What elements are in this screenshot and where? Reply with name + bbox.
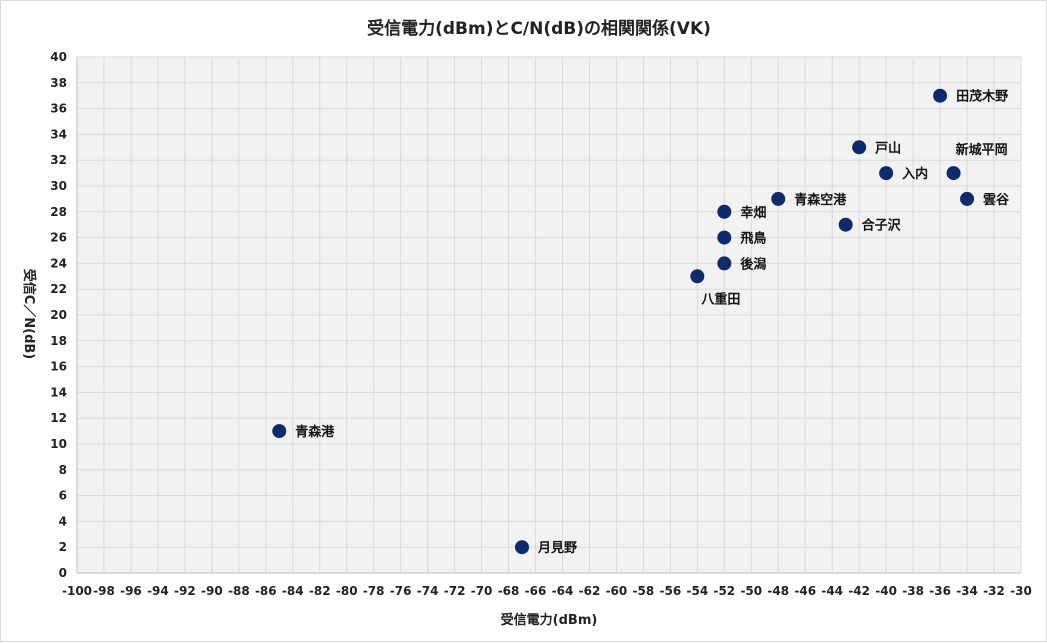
data-point-label: 戸山 [875, 140, 901, 156]
x-axis-ticks: -100 -98 -96 -94 -92 -90 -88 -86 -84 -82 -80 -78 -76… [62, 584, 1032, 598]
x-tick-label: -82 [309, 584, 331, 598]
x-tick-label: -44 [821, 584, 843, 598]
y-tick-label: 10 [50, 437, 67, 451]
y-tick-label: 38 [50, 76, 67, 90]
x-tick-label: -84 [282, 584, 304, 598]
x-tick-label: -86 [255, 584, 277, 598]
x-tick-label: -34 [956, 584, 978, 598]
x-tick-label: -72 [444, 584, 466, 598]
y-tick-label: 34 [50, 127, 67, 141]
y-tick-label: 30 [50, 179, 67, 193]
x-tick-label: -100 [62, 584, 92, 598]
x-tick-label: -54 [686, 584, 708, 598]
y-tick-label: 6 [59, 489, 67, 503]
y-tick-label: 16 [50, 360, 67, 374]
x-tick-label: -30 [1010, 584, 1032, 598]
x-tick-label: -66 [525, 584, 547, 598]
y-tick-label: 32 [50, 153, 67, 167]
x-axis-label: 受信電力(dBm) [501, 612, 598, 628]
x-tick-label: -76 [390, 584, 412, 598]
x-tick-label: -40 [875, 584, 897, 598]
y-tick-label: 0 [59, 566, 67, 580]
data-point [272, 424, 287, 439]
y-tick-label: 14 [50, 385, 67, 399]
data-point [838, 217, 853, 232]
x-tick-label: -56 [660, 584, 682, 598]
y-tick-label: 2 [59, 540, 67, 554]
x-tick-label: -42 [848, 584, 870, 598]
data-point-label: 青森空港 [794, 192, 847, 208]
data-point [717, 230, 732, 245]
data-point-label: 幸畑 [740, 205, 766, 221]
data-point-label: 月見野 [537, 541, 577, 556]
data-point [717, 204, 732, 219]
data-point [960, 191, 975, 206]
data-point [946, 166, 961, 181]
x-tick-label: -48 [767, 584, 789, 598]
y-tick-label: 26 [50, 231, 67, 245]
x-tick-label: -36 [929, 584, 951, 598]
data-point [852, 140, 867, 155]
data-point-label: 青森港 [295, 424, 335, 440]
y-tick-label: 24 [50, 256, 67, 270]
data-point-label: 新城平岡 [956, 142, 1008, 158]
data-point [690, 269, 705, 284]
y-tick-label: 28 [50, 205, 67, 219]
x-tick-label: -92 [174, 584, 196, 598]
data-point [771, 191, 786, 206]
data-point [515, 540, 530, 555]
y-tick-label: 22 [50, 282, 67, 296]
y-tick-label: 40 [50, 50, 67, 64]
x-tick-label: -96 [120, 584, 142, 598]
x-tick-label: -90 [201, 584, 223, 598]
data-point-label: 飛鳥 [739, 231, 766, 247]
x-tick-label: -78 [363, 584, 385, 598]
x-tick-label: -80 [336, 584, 358, 598]
x-tick-label: -58 [633, 584, 655, 598]
data-point [933, 88, 948, 103]
data-point [717, 256, 732, 271]
y-tick-label: 36 [50, 102, 67, 116]
data-point [879, 166, 894, 181]
x-tick-label: -88 [228, 584, 250, 598]
x-tick-label: -38 [902, 584, 924, 598]
x-tick-label: -62 [579, 584, 601, 598]
data-point-label: 八重田 [700, 291, 740, 307]
x-tick-label: -50 [740, 584, 762, 598]
data-point-label: 入内 [902, 166, 928, 182]
data-point-label: 合子沢 [862, 218, 902, 234]
data-point-label: 雲谷 [983, 192, 1010, 208]
x-tick-label: -32 [983, 584, 1005, 598]
x-tick-label: -70 [471, 584, 493, 598]
x-tick-label: -98 [93, 584, 115, 598]
x-tick-label: -64 [552, 584, 574, 598]
y-tick-label: 20 [50, 308, 67, 322]
data-point-label: 後潟 [740, 256, 766, 272]
x-tick-label: -74 [417, 584, 439, 598]
x-tick-label: -68 [498, 584, 520, 598]
x-tick-label: -46 [794, 584, 816, 598]
x-tick-label: -52 [713, 584, 735, 598]
y-tick-label: 4 [59, 514, 67, 528]
y-tick-label: 8 [59, 463, 67, 477]
x-tick-label: -60 [606, 584, 628, 598]
gridlines [76, 56, 1022, 574]
y-tick-label: 18 [50, 334, 67, 348]
x-tick-label: -94 [147, 584, 169, 598]
y-axis-label: 受信C／N(dB) [21, 269, 37, 360]
data-point-label: 田茂木野 [956, 89, 1008, 105]
y-tick-label: 12 [50, 411, 67, 425]
chart-title: 受信電力(dBm)とC/N(dB)の相関関係(VK) [367, 18, 711, 39]
